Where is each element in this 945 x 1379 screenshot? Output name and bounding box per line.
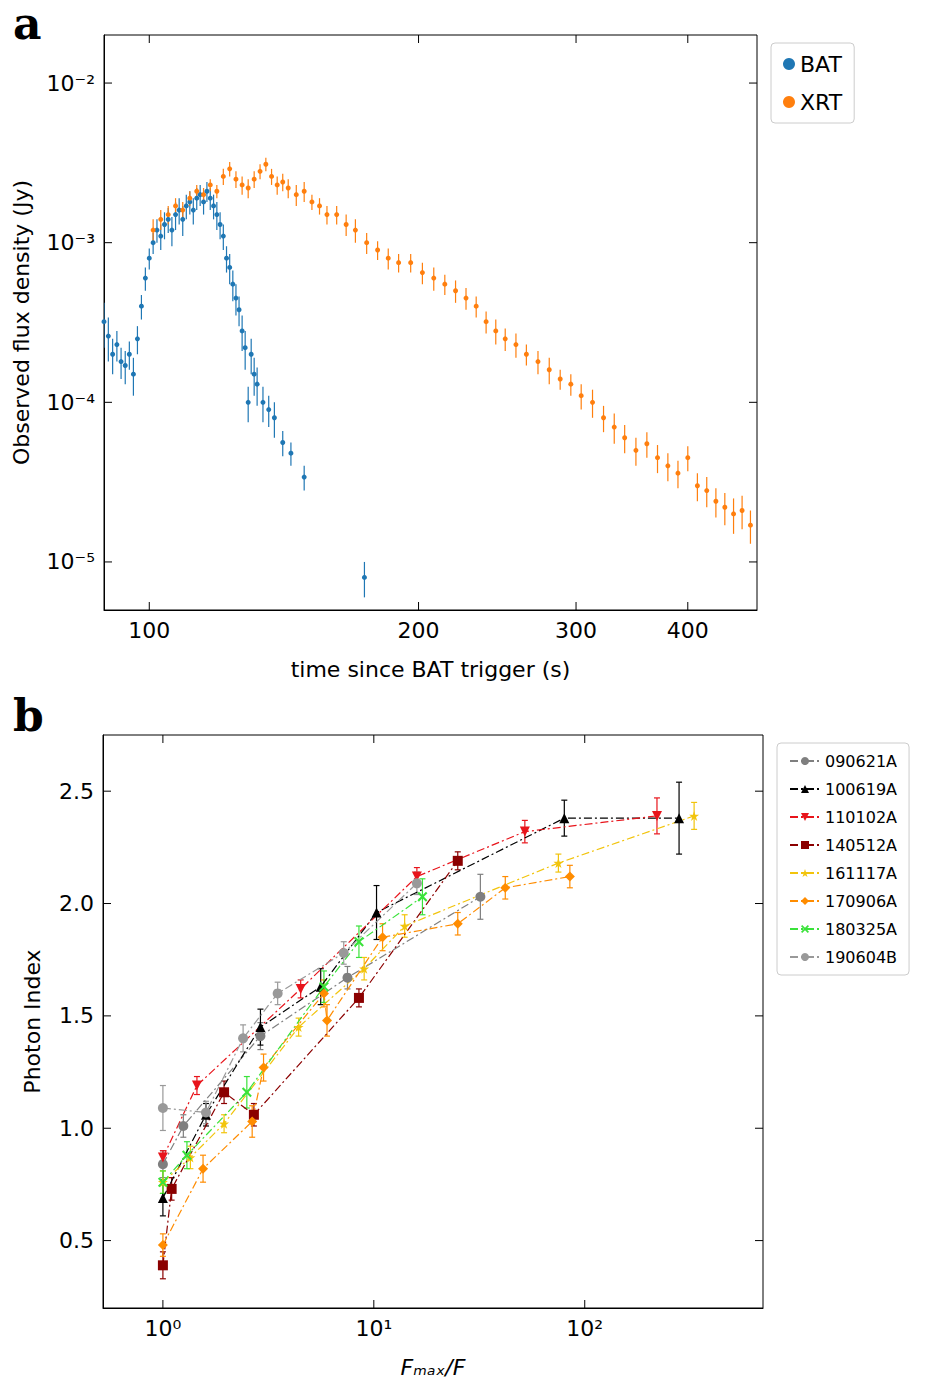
svg-text:BAT: BAT xyxy=(800,52,842,77)
svg-text:XRT: XRT xyxy=(800,90,843,115)
svg-text:10⁰: 10⁰ xyxy=(144,1316,181,1341)
svg-text:10⁻⁴: 10⁻⁴ xyxy=(47,390,96,415)
svg-text:10⁻³: 10⁻³ xyxy=(47,230,95,255)
svg-text:170906A: 170906A xyxy=(825,892,897,911)
svg-text:400: 400 xyxy=(667,618,709,643)
svg-text:090621A: 090621A xyxy=(825,752,897,771)
svg-text:2.0: 2.0 xyxy=(59,891,94,916)
svg-text:10⁻²: 10⁻² xyxy=(47,71,95,96)
svg-text:180325A: 180325A xyxy=(825,920,897,939)
svg-text:161117A: 161117A xyxy=(825,864,897,883)
svg-text:100: 100 xyxy=(128,618,170,643)
svg-text:a: a xyxy=(13,0,42,49)
svg-text:2.5: 2.5 xyxy=(59,779,94,804)
svg-text:time since BAT trigger (s): time since BAT trigger (s) xyxy=(291,657,571,682)
svg-text:110102A: 110102A xyxy=(825,808,897,827)
svg-text:b: b xyxy=(13,690,44,741)
svg-text:190604B: 190604B xyxy=(825,948,897,967)
svg-text:Fₘₐₓ/F: Fₘₐₓ/F xyxy=(401,1355,466,1379)
svg-text:200: 200 xyxy=(398,618,440,643)
svg-text:1.5: 1.5 xyxy=(59,1003,94,1028)
svg-text:0.5: 0.5 xyxy=(59,1228,94,1253)
svg-text:300: 300 xyxy=(555,618,597,643)
svg-text:Photon Index: Photon Index xyxy=(20,949,45,1093)
svg-text:Observed flux density (Jy): Observed flux density (Jy) xyxy=(9,180,34,465)
svg-text:10⁻⁵: 10⁻⁵ xyxy=(47,549,95,574)
svg-text:100619A: 100619A xyxy=(825,780,897,799)
svg-text:140512A: 140512A xyxy=(825,836,897,855)
svg-text:10²: 10² xyxy=(566,1316,603,1341)
svg-text:1.0: 1.0 xyxy=(59,1116,94,1141)
svg-text:10¹: 10¹ xyxy=(355,1316,392,1341)
